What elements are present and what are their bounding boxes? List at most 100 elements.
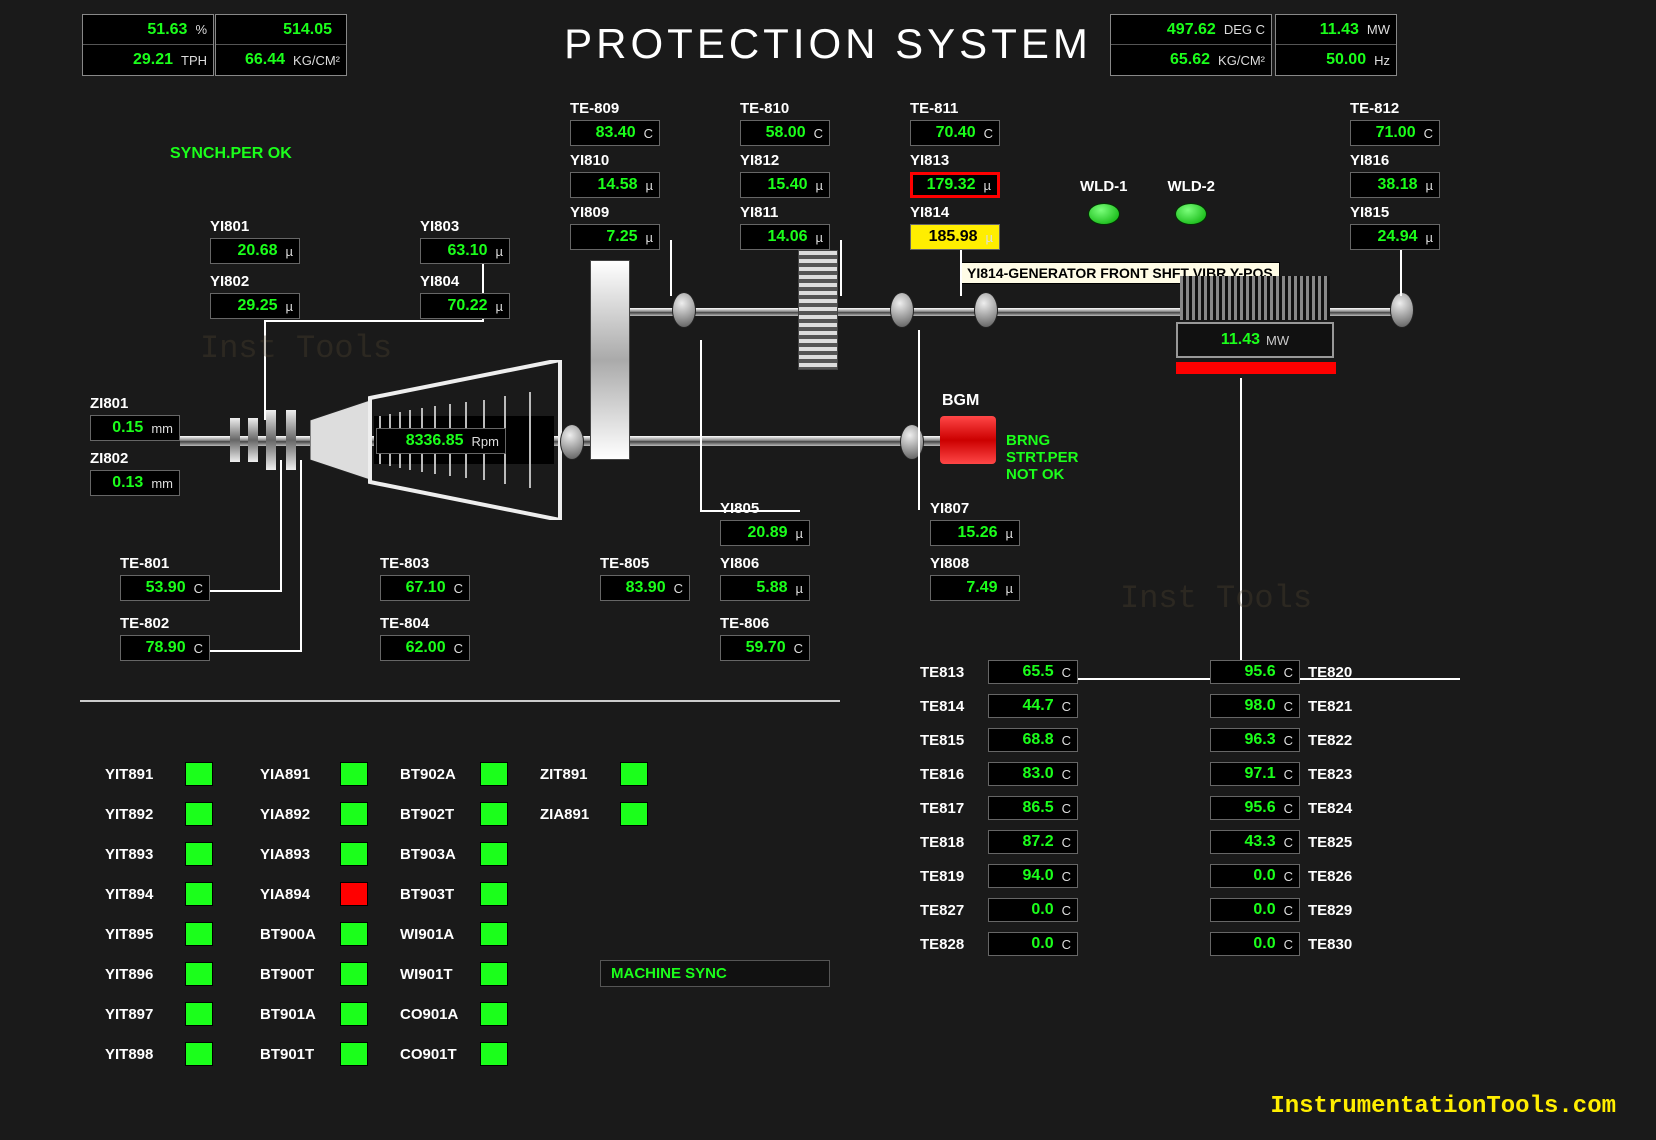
- indicator-BT903T[interactable]: BT903T: [400, 880, 508, 908]
- status-sync-per: SYNCH.PER OK: [170, 145, 292, 163]
- footer-link[interactable]: InstrumentationTools.com: [1270, 1093, 1616, 1120]
- tag-TE-804[interactable]: TE-80462.00C: [380, 615, 470, 661]
- te-row-TE824[interactable]: 95.6CTE824: [1210, 796, 1368, 820]
- te-row-TE820[interactable]: 95.6CTE820: [1210, 660, 1368, 684]
- hdr-left-a: 51.63% 29.21TPH: [82, 14, 214, 76]
- indicator-YIT895[interactable]: YIT895: [105, 920, 213, 948]
- indicator-YIT893[interactable]: YIT893: [105, 840, 213, 868]
- indicator-CO901A[interactable]: CO901A: [400, 1000, 508, 1028]
- indicator-YIA892[interactable]: YIA892: [260, 800, 368, 828]
- status-lamp: [480, 802, 508, 826]
- status-lamp: [185, 882, 213, 906]
- tag-TE-803[interactable]: TE-803 67.10C: [380, 555, 470, 601]
- te-label: TE820: [1308, 664, 1368, 681]
- tag-YI810[interactable]: YI81014.58µ: [570, 152, 660, 198]
- status-lamp: [480, 882, 508, 906]
- value-field: 67.10C: [380, 575, 470, 601]
- indicator-BT902T[interactable]: BT902T: [400, 800, 508, 828]
- value-field: 29.25µ: [210, 293, 300, 319]
- tag-TE-810[interactable]: TE-81058.00C: [740, 100, 830, 146]
- indicator-ZIA891[interactable]: ZIA891: [540, 800, 648, 828]
- indicator-YIT891[interactable]: YIT891: [105, 760, 213, 788]
- gen-mw-value: 11.43: [1221, 331, 1260, 349]
- indicator-WI901A[interactable]: WI901A: [400, 920, 508, 948]
- te-label: TE817: [920, 800, 980, 817]
- tag-YI814[interactable]: YI814185.98µ: [910, 204, 1000, 250]
- tag-YI813[interactable]: YI813179.32µ: [910, 152, 1000, 198]
- tag-TE-802[interactable]: TE-80278.90C: [120, 615, 210, 661]
- te-row-TE822[interactable]: 96.3CTE822: [1210, 728, 1368, 752]
- te-row-TE830[interactable]: 0.0CTE830: [1210, 932, 1368, 956]
- indicator-YIA893[interactable]: YIA893: [260, 840, 368, 868]
- status-lamp: [340, 802, 368, 826]
- value-field: 20.89µ: [720, 520, 810, 546]
- te-row-TE813[interactable]: TE81365.5C: [920, 660, 1078, 684]
- tag-YI806[interactable]: YI8065.88µ: [720, 555, 810, 601]
- indicator-YIA894[interactable]: YIA894: [260, 880, 368, 908]
- tag-YI811[interactable]: YI81114.06µ: [740, 204, 830, 250]
- tag-TE-801[interactable]: TE-80153.90C: [120, 555, 210, 601]
- te-row-TE825[interactable]: 43.3CTE825: [1210, 830, 1368, 854]
- tag-YI802[interactable]: YI80229.25µ: [210, 273, 300, 319]
- te-row-TE829[interactable]: 0.0CTE829: [1210, 898, 1368, 922]
- tag-YI815[interactable]: YI81524.94µ: [1350, 204, 1440, 250]
- tag-ZI802[interactable]: ZI8020.13mm: [90, 450, 180, 496]
- indicator-BT901A[interactable]: BT901A: [260, 1000, 368, 1028]
- tag-label: YI816: [1350, 152, 1389, 169]
- indicator-YIA891[interactable]: YIA891: [260, 760, 368, 788]
- te-row-TE814[interactable]: TE81444.7C: [920, 694, 1078, 718]
- indicator-CO901T[interactable]: CO901T: [400, 1040, 508, 1068]
- tag-TE-812[interactable]: TE-81271.00C: [1350, 100, 1440, 146]
- te-row-TE815[interactable]: TE81568.8C: [920, 728, 1078, 752]
- indicator-YIT896[interactable]: YIT896: [105, 960, 213, 988]
- value-field: 71.00C: [1350, 120, 1440, 146]
- tag-YI801[interactable]: YI80120.68µ: [210, 218, 300, 264]
- bgm-indicator[interactable]: [940, 416, 996, 464]
- te-row-TE823[interactable]: 97.1CTE823: [1210, 762, 1368, 786]
- indicator-BT902A[interactable]: BT902A: [400, 760, 508, 788]
- indicator-YIT897[interactable]: YIT897: [105, 1000, 213, 1028]
- te-label: TE824: [1308, 800, 1368, 817]
- tag-YI803[interactable]: YI80363.10µ: [420, 218, 510, 264]
- tag-YI812[interactable]: YI81215.40µ: [740, 152, 830, 198]
- te-row-TE828[interactable]: TE8280.0C: [920, 932, 1078, 956]
- indicator-BT903A[interactable]: BT903A: [400, 840, 508, 868]
- te-row-TE821[interactable]: 98.0CTE821: [1210, 694, 1368, 718]
- te-row-TE817[interactable]: TE81786.5C: [920, 796, 1078, 820]
- tag-TE-805[interactable]: TE-80583.90C: [600, 555, 690, 601]
- indicator-YIT894[interactable]: YIT894: [105, 880, 213, 908]
- indicator-BT900T[interactable]: BT900T: [260, 960, 368, 988]
- te-row-TE816[interactable]: TE81683.0C: [920, 762, 1078, 786]
- value-field: 62.00C: [380, 635, 470, 661]
- tag-TE-806[interactable]: TE-80659.70C: [720, 615, 810, 661]
- indicator-BT900A[interactable]: BT900A: [260, 920, 368, 948]
- te-row-TE827[interactable]: TE8270.0C: [920, 898, 1078, 922]
- indicator-WI901T[interactable]: WI901T: [400, 960, 508, 988]
- te-row-TE826[interactable]: 0.0CTE826: [1210, 864, 1368, 888]
- indicator-YIT898[interactable]: YIT898: [105, 1040, 213, 1068]
- te-label: TE813: [920, 664, 980, 681]
- tag-YI804[interactable]: YI80470.22µ: [420, 273, 510, 319]
- tag-YI816[interactable]: YI81638.18µ: [1350, 152, 1440, 198]
- lamp-wld2[interactable]: [1175, 203, 1207, 225]
- watermark: Inst Tools: [1120, 580, 1312, 617]
- bgm-label: BGM: [942, 392, 979, 410]
- indicator-BT901T[interactable]: BT901T: [260, 1040, 368, 1068]
- tag-YI809[interactable]: YI8097.25µ: [570, 204, 660, 250]
- te-label: TE819: [920, 868, 980, 885]
- tag-TE-809[interactable]: TE-80983.40C: [570, 100, 660, 146]
- indicator-YIT892[interactable]: YIT892: [105, 800, 213, 828]
- lamp-wld1[interactable]: [1088, 203, 1120, 225]
- tag-label: TE-803: [380, 555, 429, 572]
- te-label: TE830: [1308, 936, 1368, 953]
- indicator-ZIT891[interactable]: ZIT891: [540, 760, 648, 788]
- te-row-TE818[interactable]: TE81887.2C: [920, 830, 1078, 854]
- tag-YI808[interactable]: YI8087.49µ: [930, 555, 1020, 601]
- tag-ZI801[interactable]: ZI8010.15mm: [90, 395, 180, 441]
- te-row-TE819[interactable]: TE81994.0C: [920, 864, 1078, 888]
- status-lamp: [185, 1002, 213, 1026]
- tag-YI805[interactable]: YI80520.89µ: [720, 500, 810, 546]
- status-lamp: [185, 762, 213, 786]
- tag-TE-811[interactable]: TE-81170.40C: [910, 100, 1000, 146]
- tag-YI807[interactable]: YI80715.26µ: [930, 500, 1020, 546]
